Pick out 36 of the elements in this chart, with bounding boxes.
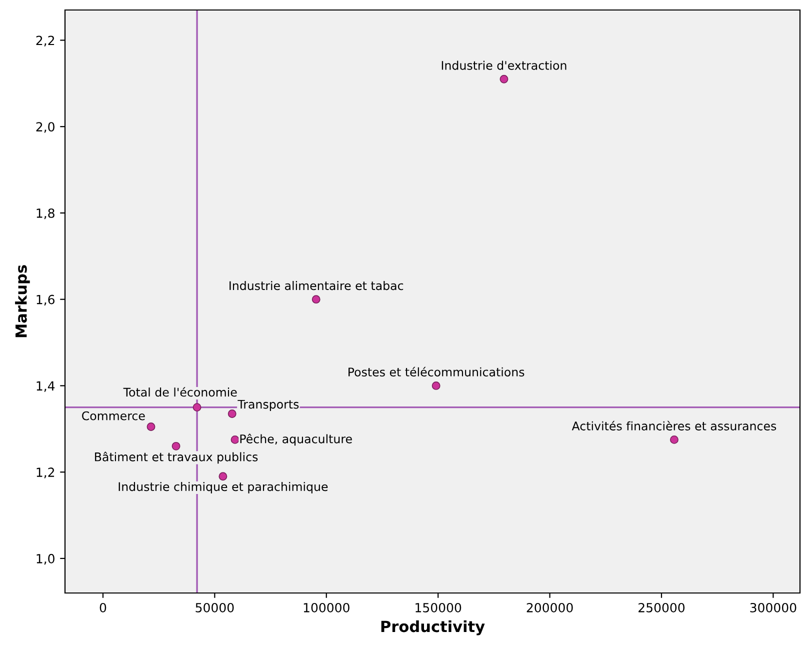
x-tick-label: 50000	[196, 602, 234, 612]
point	[192, 403, 202, 412]
annotation: Bâtiment et travaux publics	[95, 452, 258, 464]
x-tick-label: 150000	[416, 602, 462, 612]
annotation: Transports	[238, 400, 299, 412]
annotation: Total de l'économie	[123, 387, 237, 397]
point	[218, 472, 228, 481]
annotation: Industrie chimique et parachimique	[118, 482, 328, 494]
point	[228, 410, 236, 418]
y-axis-title: Markups	[15, 265, 30, 338]
point	[500, 74, 508, 84]
y-tick-label: 1,4	[36, 381, 55, 392]
point	[172, 442, 180, 450]
point	[432, 381, 440, 390]
x-tick-label: 100000	[304, 602, 350, 612]
y-tick-label: 2,0	[36, 122, 54, 133]
annotation: Industrie d'extraction	[442, 60, 566, 70]
annotation: Commerce	[82, 411, 145, 420]
point	[146, 422, 156, 431]
x-tick-label: 250000	[638, 602, 685, 612]
annotation: Pêche, aquaculture	[240, 434, 352, 446]
x-tick-label: 0	[100, 602, 106, 612]
y-tick-label: 1,0	[36, 554, 54, 565]
y-tick-label: 1,2	[36, 468, 54, 478]
x-tick-label: 300000	[750, 602, 796, 612]
x-axis-title: Productivity	[381, 620, 485, 636]
x-tick-label: 200000	[526, 602, 573, 612]
point	[230, 435, 240, 444]
point	[312, 295, 320, 304]
y-tick-label: 2,2	[36, 36, 54, 46]
annotation: Postes et télécommunications	[348, 366, 524, 376]
annotation: Activités financières et assurances	[572, 420, 776, 430]
annotation: Industrie alimentaire et tabac	[230, 280, 404, 290]
point	[670, 435, 678, 444]
y-tick-label: 1,8	[36, 208, 54, 220]
y-tick-label: 1,6	[36, 294, 54, 306]
